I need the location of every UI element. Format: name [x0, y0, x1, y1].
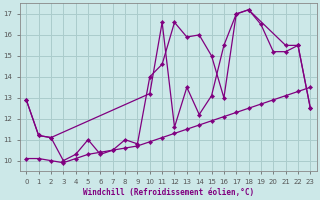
- X-axis label: Windchill (Refroidissement éolien,°C): Windchill (Refroidissement éolien,°C): [83, 188, 254, 197]
